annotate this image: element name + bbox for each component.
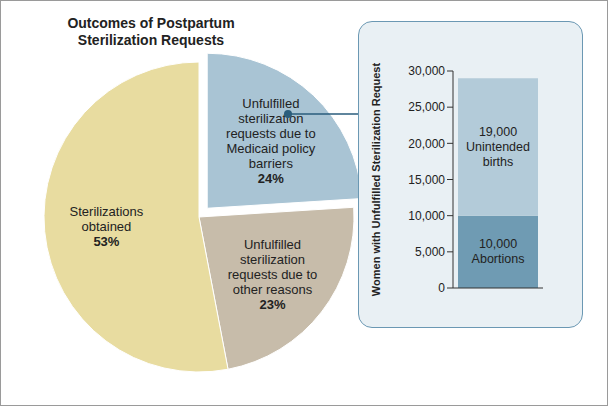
svg-text:30,000: 30,000 bbox=[408, 64, 445, 78]
svg-text:15,000: 15,000 bbox=[408, 172, 445, 186]
svg-text:Sterilizationsobtained53%: Sterilizationsobtained53% bbox=[70, 203, 144, 248]
html-text:Outcomes of Postpartum Sterili: Outcomes of Postpartum Sterilization Req… bbox=[67, 15, 235, 48]
svg-text:20,000: 20,000 bbox=[408, 136, 445, 150]
svg-text:5,000: 5,000 bbox=[414, 245, 444, 259]
svg-text:10,000: 10,000 bbox=[408, 208, 445, 222]
svg-text:Unfulfilledsterilizationreques: Unfulfilledsterilizationrequests due too… bbox=[228, 237, 318, 312]
svg-text:0: 0 bbox=[438, 281, 445, 295]
svg-text:19,000Unintendedbirths: 19,000Unintendedbirths bbox=[466, 124, 530, 168]
svg-text:10,000Abortions: 10,000Abortions bbox=[471, 237, 524, 266]
svg-text:25,000: 25,000 bbox=[408, 100, 445, 114]
svg-text:Unfulfilledsterilizationreques: Unfulfilledsterilizationrequests due toM… bbox=[226, 95, 316, 185]
svg-text:Women with Unfulfilled Sterili: Women with Unfulfilled Sterilization Req… bbox=[370, 62, 382, 296]
